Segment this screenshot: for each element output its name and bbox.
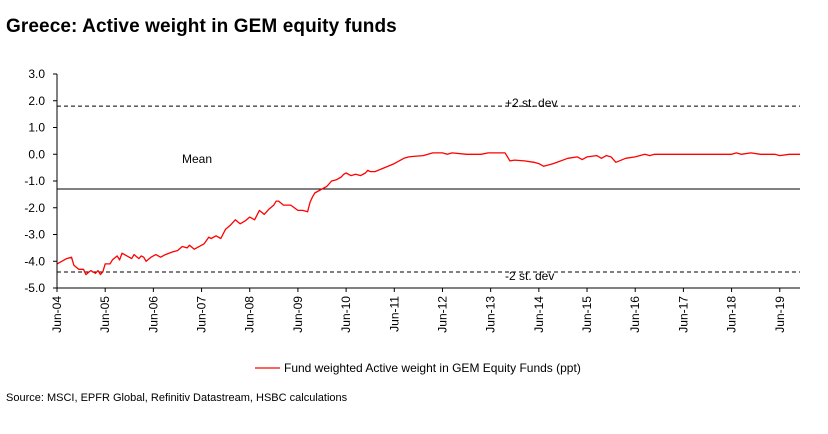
legend: Fund weighted Active weight in GEM Equit… xyxy=(255,361,581,375)
y-tick-label: 1.0 xyxy=(28,121,45,135)
reference-lines: +2 st. dev Mean -2 st. dev xyxy=(57,96,800,283)
x-tick-label: Jun-14 xyxy=(532,296,546,333)
x-tick-label: Jun-09 xyxy=(291,296,305,333)
x-tick-label: Jun-11 xyxy=(387,296,401,332)
x-tick-label: Jun-08 xyxy=(243,296,257,333)
y-tick-label: 2.0 xyxy=(28,94,45,108)
x-tick-label: Jun-07 xyxy=(195,296,209,333)
y-tick-label: -2.0 xyxy=(24,201,45,215)
minus-2-std-label: -2 st. dev xyxy=(505,269,554,283)
x-tick-label: Jun-16 xyxy=(628,296,642,333)
x-tick-label: Jun-10 xyxy=(339,296,353,333)
plus-2-std-label: +2 st. dev xyxy=(505,96,557,110)
x-tick-label: Jun-06 xyxy=(146,296,160,333)
x-tick-label: Jun-04 xyxy=(50,296,64,333)
x-tick-label: Jun-19 xyxy=(773,296,787,333)
x-tick-label: Jun-05 xyxy=(98,296,112,333)
source-note: Source: MSCI, EPFR Global, Refinitiv Dat… xyxy=(6,392,348,404)
y-tick-label: -3.0 xyxy=(24,228,45,242)
x-axis-ticks: Jun-04 Jun-05 Jun-06 Jun-07 Jun-08 Jun-09 Jun-… xyxy=(50,288,787,333)
x-tick-label: Jun-15 xyxy=(580,296,594,333)
series-line xyxy=(56,152,800,276)
mean-label: Mean xyxy=(182,152,212,166)
chart-title: Greece: Active weight in GEM equity fund… xyxy=(6,16,397,37)
y-tick-label: 0.0 xyxy=(28,147,45,161)
x-tick-label: Jun-13 xyxy=(484,296,498,333)
line-chart: +2 st. dev Mean -2 st. dev 3.0 2.0 1.0 0.0 -1.… xyxy=(24,67,800,375)
y-tick-label: 3.0 xyxy=(28,67,45,81)
y-tick-label: -4.0 xyxy=(24,254,45,268)
y-axis-ticks: 3.0 2.0 1.0 0.0 -1.0 -2.0 -3.0 -4.0 -5.0 xyxy=(24,67,57,295)
x-tick-label: Jun-12 xyxy=(435,296,449,333)
x-tick-label: Jun-18 xyxy=(725,296,739,333)
legend-label: Fund weighted Active weight in GEM Equit… xyxy=(284,361,581,375)
y-tick-label: -1.0 xyxy=(24,174,45,188)
y-tick-label: -5.0 xyxy=(24,281,45,295)
x-tick-label: Jun-17 xyxy=(676,296,690,333)
series-group xyxy=(56,152,800,276)
